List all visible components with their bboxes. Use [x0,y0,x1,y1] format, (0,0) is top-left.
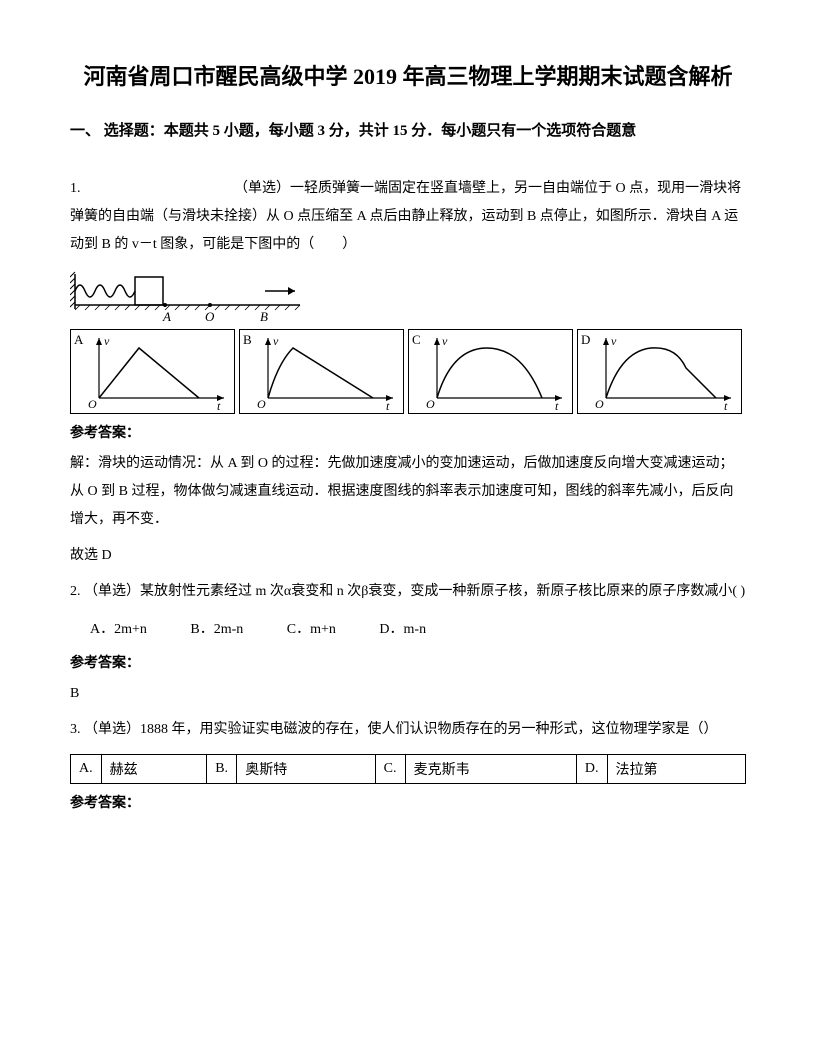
svg-text:t: t [555,399,559,411]
q3-prefix: （单选） [84,722,140,737]
q3-a-text: 赫兹 [101,755,207,784]
q3-answer-label: 参考答案： [70,792,746,812]
q3-c-letter: C. [375,755,405,784]
q1-text: 一轻质弹簧一端固定在竖直墙壁上，另一自由端位于 O 点，现用一滑块将弹簧的自由端… [70,181,741,252]
svg-text:O: O [595,397,604,411]
q1-option-a: A v t O [70,329,235,414]
svg-text:v: v [442,334,448,348]
q3-number: 3. [70,722,81,737]
q3-options-table: A. 赫兹 B. 奥斯特 C. 麦克斯韦 D. 法拉第 [70,754,746,784]
q3-a-letter: A. [71,755,102,784]
q2-option-b: B．2m-n [190,622,243,637]
svg-text:O: O [88,397,97,411]
q1-option-d: D v t O [577,329,742,414]
q2-option-c: C．m+n [287,622,336,637]
q3-d-text: 法拉第 [607,755,745,784]
svg-text:O: O [426,397,435,411]
q1-answer-text: 解：滑块的运动情况：从 A 到 O 的过程：先做加速度减小的变加速运动，后做加速… [70,450,746,534]
option-c-label: C [412,332,421,348]
q2-text: 某放射性元素经过 m 次α衰变和 n 次β衰变，变成一种新原子核，新原子核比原来… [140,584,745,599]
q3-b-text: 奥斯特 [237,755,375,784]
svg-text:v: v [611,334,617,348]
q2-option-d: D．m-n [379,622,426,637]
q2-option-a: A．2m+n [90,622,147,637]
q1-option-c: C v t O [408,329,573,414]
q2-answer-choice: B [70,680,746,708]
section-header: 一、 选择题：本题共 5 小题，每小题 3 分，共计 15 分．每小题只有一个选… [70,118,746,145]
q1-answer-choice: 故选 D [70,542,746,570]
spring-diagram: A O B [70,269,310,324]
svg-text:v: v [273,334,279,348]
svg-text:t: t [386,399,390,411]
q3-c-text: 麦克斯韦 [405,755,576,784]
q2-answer-label: 参考答案： [70,652,746,672]
q2-number: 2. [70,584,81,599]
q3-text: 1888 年，用实验证实电磁波的存在，使人们认识物质存在的另一种形式，这位物理学… [140,722,718,737]
option-d-label: D [581,332,590,348]
svg-text:O: O [205,309,215,324]
svg-text:A: A [162,309,171,324]
q2-prefix: （单选） [84,584,140,599]
q3-b-letter: B. [207,755,237,784]
document-title: 河南省周口市醒民高级中学 2019 年高三物理上学期期末试题含解析 [70,60,746,93]
table-row: A. 赫兹 B. 奥斯特 C. 麦克斯韦 D. 法拉第 [71,755,746,784]
svg-text:O: O [257,397,266,411]
q1-prefix: （单选） [234,181,290,196]
svg-text:t: t [724,399,728,411]
question-1: 1. （单选）一轻质弹簧一端固定在竖直墙壁上，另一自由端位于 O 点，现用一滑块… [70,175,746,259]
question-3: 3. （单选）1888 年，用实验证实电磁波的存在，使人们认识物质存在的另一种形… [70,716,746,744]
svg-text:B: B [260,309,268,324]
svg-text:t: t [217,399,221,411]
option-a-label: A [74,332,83,348]
q2-options: A．2m+n B．2m-n C．m+n D．m-n [90,616,746,644]
q1-number: 1. [70,181,81,196]
question-2: 2. （单选）某放射性元素经过 m 次α衰变和 n 次β衰变，变成一种新原子核，… [70,578,746,606]
q1-options-row: A v t O B v t O C [70,329,746,414]
q1-option-b: B v t O [239,329,404,414]
q3-d-letter: D. [576,755,607,784]
svg-text:v: v [104,334,110,348]
option-b-label: B [243,332,252,348]
q1-answer-label: 参考答案： [70,422,746,442]
